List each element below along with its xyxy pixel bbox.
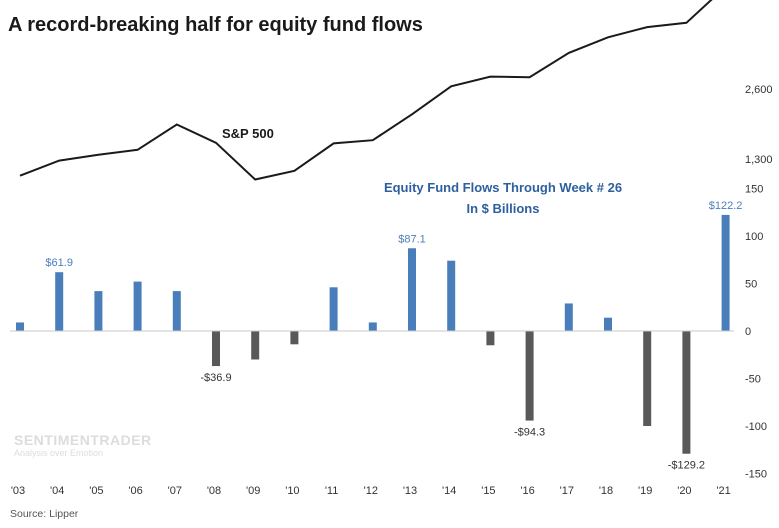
bar-2 <box>94 291 103 331</box>
data-label-1: $61.9 <box>45 257 73 269</box>
x-tick-label: '20 <box>677 485 691 497</box>
bar-y-tick-label: -50 <box>745 374 761 386</box>
bar-y-tick-label: -150 <box>745 469 767 481</box>
bar-y-tick-label: 0 <box>745 326 751 338</box>
labels-layer: $61.9 -$36.9 $87.1 -$94.3 -$129.2 $122.2 <box>45 200 742 472</box>
bar-0 <box>16 322 24 331</box>
x-tick-label: '13 <box>403 485 417 497</box>
bar-5 <box>212 331 220 367</box>
bar-16 <box>643 331 652 426</box>
chart-title: A record-breaking half for equity fund f… <box>8 14 423 36</box>
bar-8 <box>329 287 338 331</box>
data-label-10: $87.1 <box>398 233 426 245</box>
x-tick-label: '12 <box>364 485 378 497</box>
bar-y-tick-label: 50 <box>745 279 757 291</box>
x-tick-label: '10 <box>285 485 299 497</box>
x-tick-label: '17 <box>560 485 574 497</box>
watermark-logo: SENTIMENTRADER Analysis over Emotion <box>14 432 152 458</box>
x-tick-label: '03 <box>11 485 25 497</box>
x-tick-label: '05 <box>89 485 103 497</box>
x-tick-label: '06 <box>128 485 142 497</box>
data-label-18: $122.2 <box>709 200 743 212</box>
sp500-series-label: S&P 500 <box>222 126 274 141</box>
bar-12 <box>486 331 495 346</box>
x-tick-label: '08 <box>207 485 221 497</box>
bar-15 <box>604 317 612 331</box>
bar-y-tick-label: 150 <box>745 184 763 196</box>
bar-y-tick-label: 100 <box>745 231 763 243</box>
x-tick-label: '19 <box>638 485 652 497</box>
x-tick-label: '14 <box>442 485 456 497</box>
watermark-name: SENTIMENTRADER <box>14 432 152 448</box>
x-tick-label: '18 <box>599 485 613 497</box>
bar-6 <box>251 331 260 360</box>
bars-layer <box>16 214 730 454</box>
data-label-13: -$94.3 <box>514 427 545 439</box>
bar-13 <box>525 331 534 421</box>
bar-17 <box>682 331 691 454</box>
x-tick-label: '15 <box>481 485 495 497</box>
fund-flows-title-line2: In $ Billions <box>467 201 540 216</box>
bar-14 <box>564 303 573 331</box>
x-tick-label: '16 <box>520 485 534 497</box>
x-tick-label: '04 <box>50 485 64 497</box>
bar-10 <box>408 248 416 331</box>
line-y-tick-label: 1,300 <box>745 154 773 166</box>
bar-y-tick-label: -100 <box>745 421 767 433</box>
bar-9 <box>368 322 377 331</box>
bar-18 <box>721 214 730 331</box>
sp500-line <box>19 0 713 181</box>
source-note: Source: Lipper <box>10 508 79 520</box>
ticks-layer: '03 '04 '05 '06 '07 '08 '09 '10 '11 '12 '13 '14 '15 '… <box>11 84 773 497</box>
x-tick-label: '11 <box>325 485 339 497</box>
bar-1 <box>55 272 64 331</box>
x-tick-label: '21 <box>716 485 730 497</box>
data-label-17: -$129.2 <box>668 460 705 472</box>
watermark-tagline: Analysis over Emotion <box>14 448 104 458</box>
bar-4 <box>172 291 181 331</box>
data-label-5: -$36.9 <box>200 372 231 384</box>
bar-3 <box>133 281 142 331</box>
bar-7 <box>290 331 299 345</box>
line-y-tick-label: 2,600 <box>745 84 773 96</box>
x-tick-label: '07 <box>168 485 182 497</box>
fund-flows-title-line1: Equity Fund Flows Through Week # 26 <box>384 180 622 195</box>
x-tick-label: '09 <box>246 485 260 497</box>
bar-11 <box>447 260 456 331</box>
